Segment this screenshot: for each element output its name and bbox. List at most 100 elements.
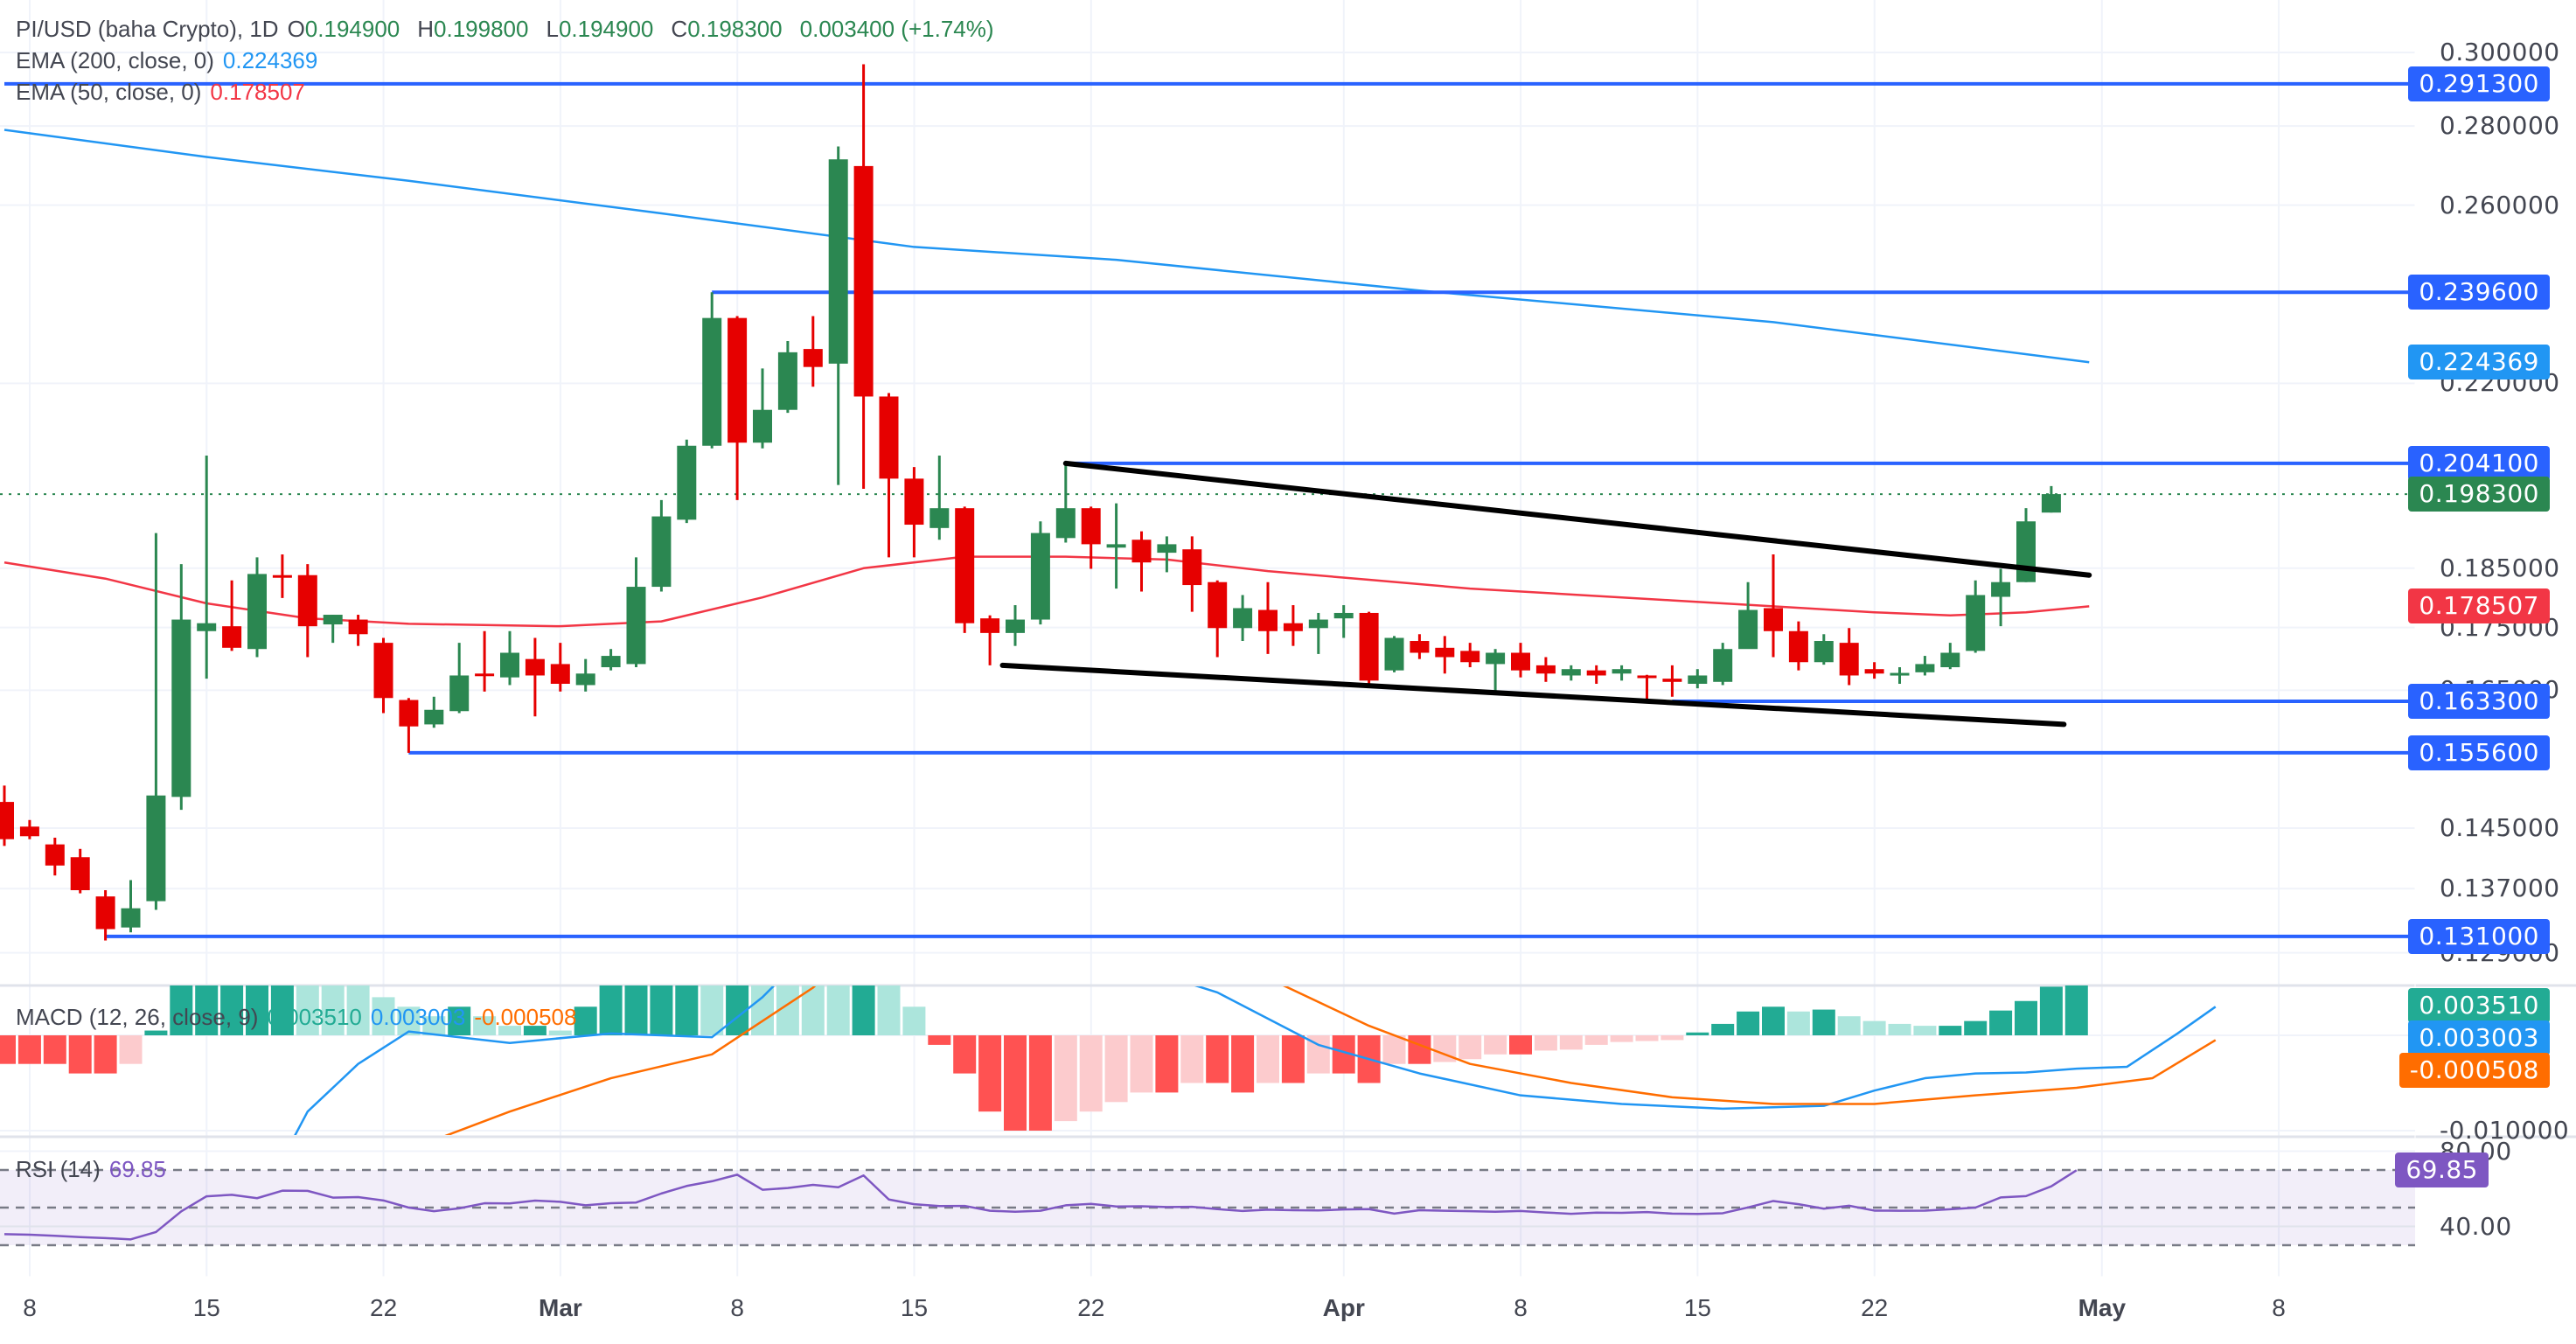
- ema200-line: [3, 129, 2090, 364]
- price-badge[interactable]: 0.204100: [2408, 445, 2550, 481]
- candle-down: [1182, 549, 1202, 586]
- ema50-label: EMA (50, close, 0): [16, 79, 202, 105]
- price-badge[interactable]: 0.155600: [2408, 735, 2550, 770]
- macd-histogram-bar: [1257, 1035, 1279, 1083]
- time-axis-label: May: [2078, 1294, 2127, 1321]
- candle-down: [45, 844, 65, 866]
- candle-up: [1106, 544, 1126, 548]
- symbol-legend: PI/USD (baha Crypto), 1D O0.194900 H0.1998…: [16, 14, 1003, 44]
- candle-up: [753, 409, 772, 443]
- high-value: 0.199800: [434, 16, 529, 42]
- price-badge[interactable]: 0.198300: [2408, 477, 2550, 512]
- macd-histogram-bar: [978, 1035, 1002, 1112]
- candle-up: [1612, 669, 1632, 674]
- candle-up: [1486, 652, 1506, 665]
- candle-down: [525, 658, 545, 676]
- candle-up: [121, 908, 141, 928]
- macd-signal-line: [444, 986, 2217, 1135]
- candle-up: [1384, 637, 1404, 671]
- macd-signal-value: -0.000508: [474, 1004, 577, 1030]
- candle-up: [1991, 581, 2011, 597]
- macd-histogram-bar: [548, 1030, 572, 1035]
- macd-axis-tick: -0.010000: [2440, 1116, 2570, 1145]
- macd-histogram-bar: [1408, 1035, 1431, 1064]
- macd-histogram-bar: [1534, 1035, 1557, 1051]
- macd-histogram-bar: [1584, 1035, 1608, 1045]
- macd-histogram-bar: [599, 985, 623, 1035]
- macd-histogram-bar: [1964, 1020, 1988, 1035]
- close-label: C: [671, 16, 688, 42]
- macd-histogram-bar: [574, 1006, 597, 1035]
- low-label: L: [546, 16, 559, 42]
- macd-badge[interactable]: -0.000508: [2398, 1053, 2550, 1088]
- candle-up: [1157, 544, 1177, 554]
- ohlc-open: O0.194900: [288, 16, 409, 42]
- price-badge[interactable]: 0.163300: [2408, 683, 2550, 719]
- high-label: H: [417, 16, 435, 42]
- macd-label: MACD (12, 26, close, 9): [16, 1004, 259, 1030]
- ema50-legend[interactable]: EMA (50, close, 0) 0.178507: [16, 77, 314, 107]
- macd-histogram-bar: [17, 1035, 41, 1064]
- ema200-label: EMA (200, close, 0): [16, 47, 214, 73]
- candle-up: [500, 652, 519, 678]
- macd-histogram-bar: [1913, 1026, 1937, 1035]
- macd-histogram-bar: [94, 1035, 117, 1074]
- macd-histogram-bar: [1484, 1035, 1507, 1055]
- macd-histogram-bar: [2015, 1000, 2037, 1035]
- candle-down: [475, 673, 495, 677]
- candle-down: [399, 700, 419, 727]
- macd-histogram-bar: [523, 1026, 547, 1035]
- candle-down: [1511, 652, 1530, 671]
- candle-down: [272, 575, 292, 578]
- price-badge[interactable]: 0.178507: [2408, 588, 2550, 624]
- time-axis-label: 15: [192, 1294, 220, 1321]
- candle-down: [853, 165, 874, 397]
- price-badge[interactable]: 0.224369: [2408, 345, 2550, 380]
- candle-up: [651, 516, 672, 588]
- candle-up: [777, 352, 797, 410]
- candle-down: [348, 619, 368, 635]
- macd-histogram-bar: [1180, 1035, 1204, 1083]
- time-axis-label: 8: [2272, 1294, 2286, 1321]
- price-badge[interactable]: 0.239600: [2408, 275, 2550, 310]
- macd-badge[interactable]: 0.003510: [2408, 988, 2550, 1023]
- macd-histogram-bar: [1281, 1035, 1305, 1083]
- rsi-badge[interactable]: 69.85: [2395, 1152, 2489, 1188]
- candle-down: [1359, 612, 1379, 681]
- macd-badge[interactable]: 0.003003: [2408, 1020, 2550, 1055]
- candle-up: [575, 673, 595, 686]
- time-axis-label: 8: [1514, 1294, 1528, 1321]
- macd-histogram-bar: [1989, 1010, 2013, 1035]
- macd-histogram-bar: [1509, 1035, 1532, 1055]
- candle-up: [146, 795, 166, 902]
- candle-up: [929, 508, 950, 528]
- macd-histogram-bar: [852, 985, 875, 1035]
- ohlc-low: L0.194900: [546, 16, 662, 42]
- candle-up: [1308, 619, 1328, 629]
- candle-down: [879, 396, 899, 479]
- price-badge[interactable]: 0.131000: [2408, 918, 2550, 954]
- candle-down: [728, 317, 748, 443]
- macd-histogram-bar: [1459, 1035, 1482, 1060]
- price-axis-tick: 0.145000: [2440, 812, 2560, 842]
- candle-up: [1333, 612, 1354, 619]
- macd-histogram-bar: [1054, 1035, 1077, 1122]
- time-axis-label: 8: [730, 1294, 744, 1321]
- macd-legend[interactable]: MACD (12, 26, close, 9) 0.003510 0.003003-…: [16, 1002, 585, 1032]
- ema200-legend[interactable]: EMA (200, close, 0) 0.224369: [16, 45, 326, 75]
- ohlc-close: C0.198300: [671, 16, 790, 42]
- candle-down: [95, 896, 115, 930]
- candle-down: [373, 643, 393, 699]
- macd-histogram-bar: [2064, 985, 2088, 1035]
- ema50-value: 0.178507: [210, 79, 305, 105]
- macd-histogram-bar: [119, 1035, 143, 1064]
- macd-histogram-bar: [195, 985, 219, 1035]
- price-badge[interactable]: 0.291300: [2408, 66, 2550, 101]
- macd-histogram-bar: [1610, 1035, 1633, 1042]
- candle-down: [1662, 679, 1682, 682]
- candle-up: [1055, 508, 1076, 539]
- macd-histogram-bar: [902, 1006, 926, 1035]
- rsi-legend[interactable]: RSI (14) 69.85: [16, 1154, 175, 1184]
